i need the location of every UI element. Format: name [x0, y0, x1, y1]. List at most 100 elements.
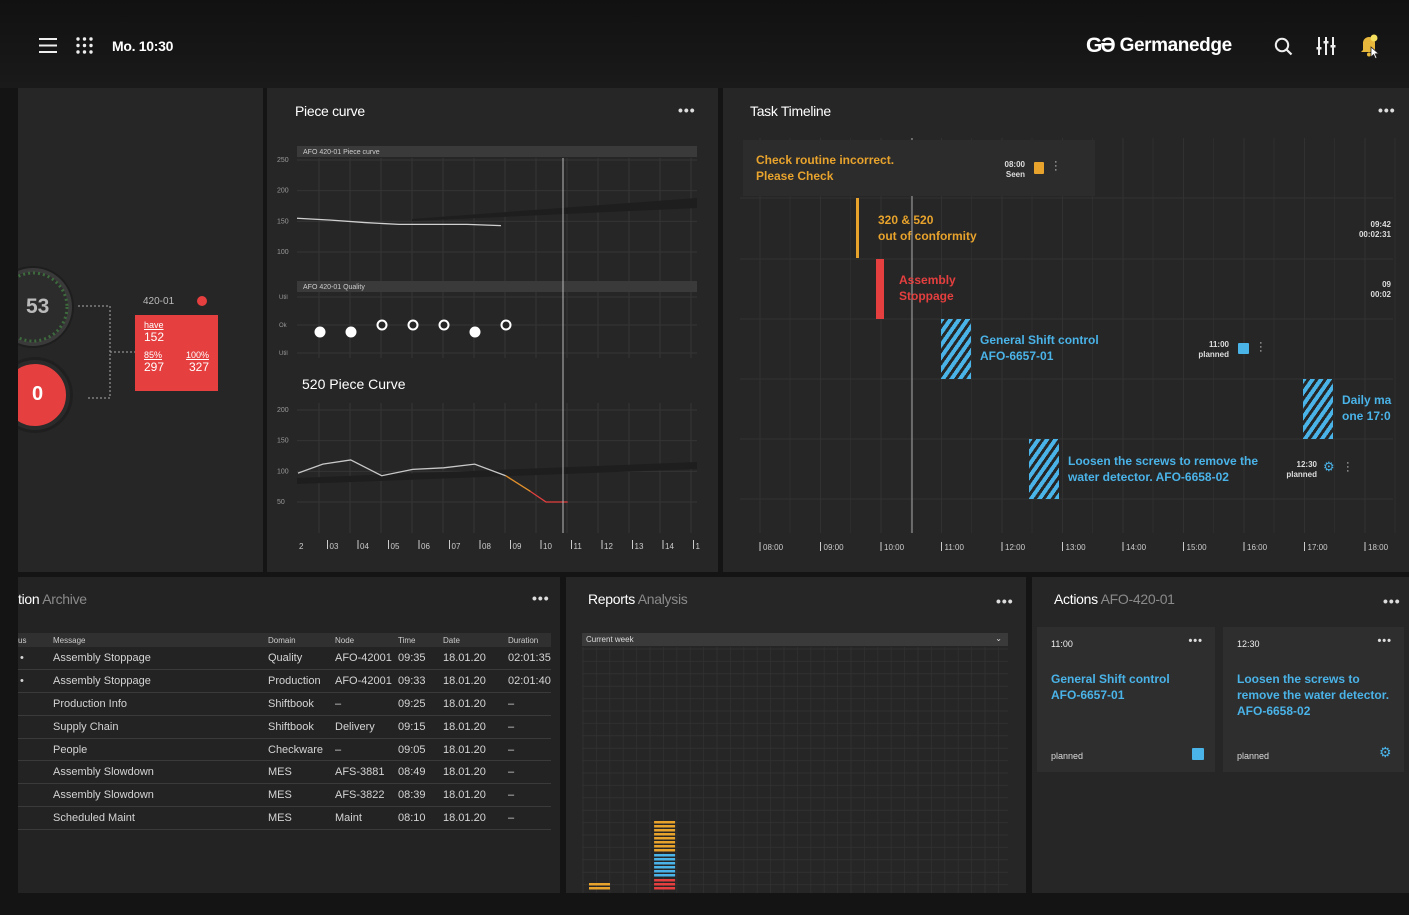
more-horiz-icon[interactable]: •••	[1377, 635, 1392, 647]
archive-row[interactable]: People Checkware –09:05 18.01.20–	[18, 738, 551, 762]
archive-header-row: us Message Domain Node Time Date Duratio…	[18, 633, 551, 647]
archive-row[interactable]: • Assembly Stoppage Quality AFO-42001 09:35 1…	[18, 647, 551, 671]
x-tick-label: 03	[330, 542, 339, 551]
tolerance-band	[412, 198, 697, 221]
kpi-ring[interactable]	[18, 268, 72, 346]
sliders-icon[interactable]	[1315, 35, 1337, 57]
report-bar-segment	[654, 854, 676, 857]
action-card-1[interactable]: 11:00 ••• General Shift control AFO-6657…	[1037, 627, 1215, 772]
report-bar-segment	[654, 879, 676, 882]
hour-label: 15:00	[1187, 543, 1208, 552]
bell-icon[interactable]	[1358, 33, 1382, 59]
archive-row[interactable]: Scheduled Maint MES Maint 08:10 18.01.20–	[18, 806, 551, 830]
date-cell: 18.01.20	[443, 738, 508, 762]
col-duration[interactable]: Duration	[508, 633, 551, 647]
archive-row[interactable]: Assembly Slowdown MES AFS-3822 08:39 18.01.2…	[18, 783, 551, 808]
timeline-task-1-time: 08:00 Seen	[1004, 160, 1025, 179]
report-bar-segment	[654, 870, 676, 873]
y-tick-label: 150	[277, 218, 289, 225]
hamburger-menu-icon[interactable]	[38, 36, 58, 54]
date-cell: 18.01.20	[443, 647, 508, 671]
piece-curve-panel: Piece curve ••• AFO 420-01 Piece curve 25…	[267, 88, 718, 572]
search-icon[interactable]	[1272, 35, 1294, 57]
x-tick-label: 04	[360, 542, 369, 551]
col-status[interactable]: us	[18, 633, 53, 647]
report-bar-segment	[654, 858, 676, 861]
y-tick-label: 50	[277, 499, 285, 506]
kpi-card[interactable]: have 152 85% 100% 297 327	[135, 315, 218, 391]
chart-title: 520 Piece Curve	[302, 376, 406, 392]
week-filter-label: Current week	[586, 635, 634, 644]
kpi-alert-value: 0	[32, 383, 44, 405]
time-cell: 08:10	[398, 806, 443, 830]
more-horiz-icon[interactable]: •••	[1188, 635, 1203, 647]
y-tick-label: Util	[279, 295, 288, 301]
y-tick-label: Util	[279, 351, 288, 357]
domain-cell: Shiftbook	[268, 692, 335, 716]
timeline-task-2-time: 09:42 00:02:31	[1358, 220, 1391, 239]
y-tick-label: 250	[277, 157, 289, 164]
node-cell: AFS-3822	[335, 783, 398, 808]
timeline-task-3-bar[interactable]	[876, 259, 884, 319]
date-time: Mo. 10:30	[112, 38, 174, 54]
col-node[interactable]: Node	[335, 633, 398, 647]
calendar-icon[interactable]	[1238, 343, 1249, 354]
col-message[interactable]: Message	[53, 633, 268, 647]
duration-cell: –	[508, 738, 551, 762]
archive-row[interactable]: Production Info Shiftbook –09:25 18.01.20–	[18, 692, 551, 716]
task-timeline-grid: 08:00 09:00 10:00 11:00 12:00 13:00 14:00 15:00…	[740, 138, 1396, 552]
clipboard-icon[interactable]	[1034, 162, 1044, 174]
archive-row[interactable]: Assembly Slowdown MES AFS-3881 08:49 18.01.2…	[18, 760, 551, 785]
piece-curve-520-line	[530, 490, 568, 503]
timeline-task-2-bar[interactable]	[856, 198, 859, 258]
timeline-task-4-bar[interactable]	[941, 319, 971, 379]
chevron-down-icon: ⌄	[995, 634, 1002, 643]
actions-panel: Actions AFO-420-01 ••• 11:00 ••• General…	[1032, 577, 1409, 893]
x-tick-label: 12	[604, 542, 613, 551]
status-dot	[18, 738, 53, 762]
duration-cell: 02:01:40	[508, 669, 551, 694]
domain-cell: MES	[268, 760, 335, 785]
node-cell: AFO-42001	[335, 647, 398, 671]
x-tick-label: 14	[665, 542, 674, 551]
status-dot	[18, 692, 53, 716]
action-card-time: 11:00	[1051, 639, 1073, 649]
domain-cell: MES	[268, 806, 335, 830]
actions-menu-icon[interactable]: •••	[1383, 593, 1401, 609]
task-timeline-title: Task Timeline	[750, 103, 831, 119]
col-domain[interactable]: Domain	[268, 633, 335, 647]
week-filter-select[interactable]: Current week ⌄	[582, 633, 1008, 646]
more-vert-icon[interactable]: · · ·	[1054, 156, 1058, 176]
gears-icon[interactable]: ⚙	[1323, 459, 1335, 474]
time-cell: 08:49	[398, 760, 443, 785]
more-vert-icon[interactable]: · · ·	[1346, 457, 1350, 477]
more-vert-icon[interactable]: · · ·	[1259, 337, 1263, 357]
time-cell: 09:15	[398, 715, 443, 739]
gears-icon[interactable]: ⚙	[1379, 744, 1392, 760]
timeline-task-5-text: Daily ma one 17:0	[1342, 393, 1392, 423]
timeline-task-6-bar[interactable]	[1029, 439, 1059, 499]
duration-cell: –	[508, 760, 551, 785]
action-card-2[interactable]: 12:30 ••• Loosen the screws to remove th…	[1223, 627, 1404, 772]
apps-grid-icon[interactable]	[74, 36, 94, 54]
reports-menu-icon[interactable]: •••	[996, 593, 1014, 609]
piece-curve-520-line	[297, 459, 506, 477]
archive-row[interactable]: • Assembly Stoppage Production AFO-42001 09:…	[18, 669, 551, 694]
calendar-icon[interactable]	[1192, 748, 1204, 760]
quality-point	[376, 319, 388, 331]
col-time[interactable]: Time	[398, 633, 443, 647]
hour-label: 18:00	[1368, 543, 1389, 552]
status-dot	[18, 715, 53, 739]
status-dot: •	[18, 647, 53, 671]
actions-title: Actions AFO-420-01	[1054, 591, 1175, 607]
report-bar-segment	[654, 874, 676, 877]
archive-row[interactable]: Supply Chain Shiftbook Delivery 09:15 18.01.…	[18, 715, 551, 739]
timeline-task-5-bar[interactable]	[1303, 379, 1333, 439]
task-timeline-menu-icon[interactable]: •••	[1378, 102, 1396, 118]
archive-menu-icon[interactable]: •••	[532, 590, 550, 606]
brand-logo[interactable]: GƏ Germanedge	[1086, 34, 1232, 58]
quality-point	[438, 319, 450, 331]
col-date[interactable]: Date	[443, 633, 508, 647]
piece-curve-menu-icon[interactable]: •••	[678, 102, 696, 118]
date-cell: 18.01.20	[443, 783, 508, 808]
